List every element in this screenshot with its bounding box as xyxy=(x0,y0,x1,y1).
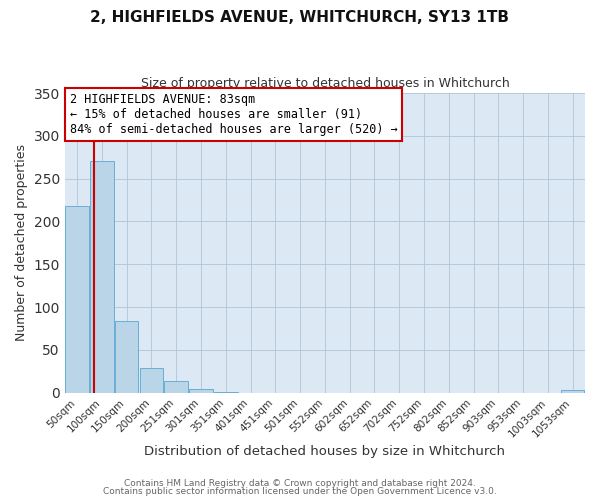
Text: 2, HIGHFIELDS AVENUE, WHITCHURCH, SY13 1TB: 2, HIGHFIELDS AVENUE, WHITCHURCH, SY13 1… xyxy=(91,10,509,25)
Text: 2 HIGHFIELDS AVENUE: 83sqm
← 15% of detached houses are smaller (91)
84% of semi: 2 HIGHFIELDS AVENUE: 83sqm ← 15% of deta… xyxy=(70,93,398,136)
Bar xyxy=(164,380,188,392)
Bar xyxy=(115,320,139,392)
Bar xyxy=(189,389,213,392)
Text: Contains HM Land Registry data © Crown copyright and database right 2024.: Contains HM Land Registry data © Crown c… xyxy=(124,478,476,488)
Title: Size of property relative to detached houses in Whitchurch: Size of property relative to detached ho… xyxy=(140,78,509,90)
Bar xyxy=(561,390,584,392)
Bar xyxy=(90,160,114,392)
Text: Contains public sector information licensed under the Open Government Licence v3: Contains public sector information licen… xyxy=(103,487,497,496)
X-axis label: Distribution of detached houses by size in Whitchurch: Distribution of detached houses by size … xyxy=(145,444,505,458)
Y-axis label: Number of detached properties: Number of detached properties xyxy=(15,144,28,342)
Bar xyxy=(140,368,163,392)
Bar xyxy=(65,206,89,392)
